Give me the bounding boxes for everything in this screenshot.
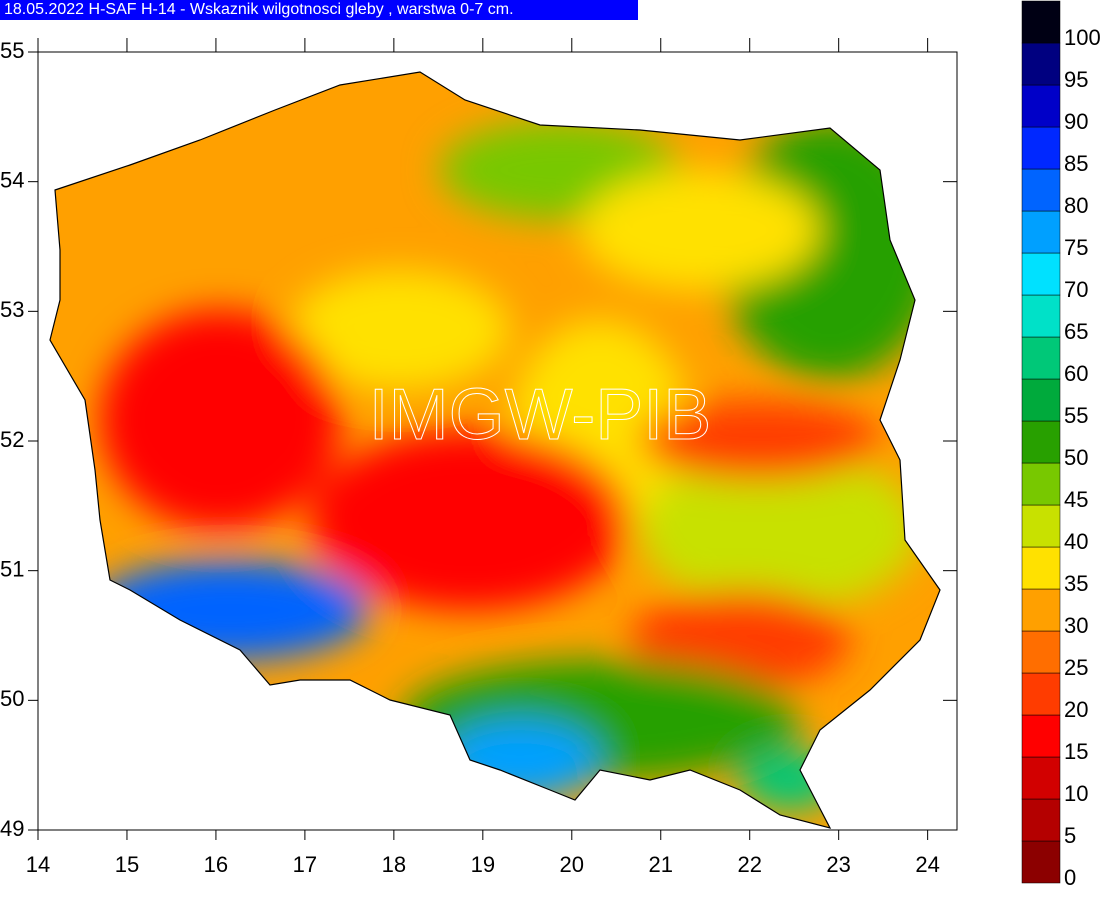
colorbar-segment (1021, 420, 1061, 464)
soil-moisture-field (50, 72, 940, 828)
colorbar-label: 85 (1064, 151, 1088, 176)
colorbar-label: 20 (1064, 697, 1088, 722)
x-tick-label: 21 (649, 852, 673, 877)
x-tick-label: 18 (382, 852, 406, 877)
title-background (0, 0, 638, 20)
x-tick-label: 14 (26, 852, 50, 877)
colorbar-label: 10 (1064, 781, 1088, 806)
colorbar-segment (1021, 252, 1061, 296)
y-tick-label: 53 (0, 297, 24, 322)
colorbar-label: 70 (1064, 277, 1088, 302)
colorbar-segment (1021, 588, 1061, 632)
colorbar-segment (1021, 294, 1061, 338)
colorbar-segment (1021, 378, 1061, 422)
x-tick-label: 15 (115, 852, 139, 877)
colorbar-segment (1021, 798, 1061, 842)
colorbar-label: 60 (1064, 361, 1088, 386)
x-tick-label: 17 (293, 852, 317, 877)
colorbar-label: 0 (1064, 865, 1076, 890)
colorbar-label: 50 (1064, 445, 1088, 470)
colorbar-segment (1021, 714, 1061, 758)
colorbar-label: 90 (1064, 109, 1088, 134)
colorbar-segment (1021, 840, 1061, 884)
colorbar-segment (1021, 210, 1061, 254)
colorbar-segment (1021, 0, 1061, 44)
colorbar-segment (1021, 42, 1061, 86)
y-tick-label: 51 (0, 556, 24, 581)
y-tick-label: 55 (0, 38, 24, 63)
colorbar-label: 40 (1064, 529, 1088, 554)
colorbar-segment (1021, 504, 1061, 548)
x-tick-label: 23 (826, 852, 850, 877)
colorbar-segment (1021, 672, 1061, 716)
colorbar-segment (1021, 336, 1061, 380)
colorbar-label: 55 (1064, 403, 1088, 428)
colorbar-label: 30 (1064, 613, 1088, 638)
x-tick-label: 20 (560, 852, 584, 877)
axes: 14 15 16 17 18 19 20 21 22 23 24 49 50 51 52 53 54 55 (0, 38, 957, 877)
title: 18.05.2022 H-SAF H-14 - Wskaznik wilgotn… (4, 1, 514, 18)
colorbar-segment (1021, 168, 1061, 212)
colorbar-label: 75 (1064, 235, 1088, 260)
colorbar-segment (1021, 630, 1061, 674)
y-tick-label: 54 (0, 167, 24, 192)
colorbar-label: 15 (1064, 739, 1088, 764)
colorbar-segment (1021, 84, 1061, 128)
x-tick-label: 24 (915, 852, 939, 877)
colorbar-segment (1021, 756, 1061, 800)
y-tick-label: 50 (0, 686, 24, 711)
watermark: IMGW-PIB (369, 375, 712, 455)
colorbar: 0 5 10 15 20 25 30 35 40 45 50 55 60 65 70 75 80 85 90 95 10… (1021, 0, 1100, 890)
colorbar-label: 25 (1064, 655, 1088, 680)
colorbar-segment (1021, 546, 1061, 590)
colorbar-label: 35 (1064, 571, 1088, 596)
colorbar-label: 5 (1064, 823, 1076, 848)
colorbar-segment (1021, 126, 1061, 170)
colorbar-label: 95 (1064, 67, 1088, 92)
x-tick-label: 22 (737, 852, 761, 877)
x-tick-label: 19 (471, 852, 495, 877)
colorbar-label: 45 (1064, 487, 1088, 512)
y-tick-label: 52 (0, 427, 24, 452)
colorbar-label: 100 (1064, 25, 1100, 50)
colorbar-label: 80 (1064, 193, 1088, 218)
y-tick-label: 49 (0, 816, 24, 841)
colorbar-label: 65 (1064, 319, 1088, 344)
x-tick-label: 16 (204, 852, 228, 877)
colorbar-segment (1021, 462, 1061, 506)
